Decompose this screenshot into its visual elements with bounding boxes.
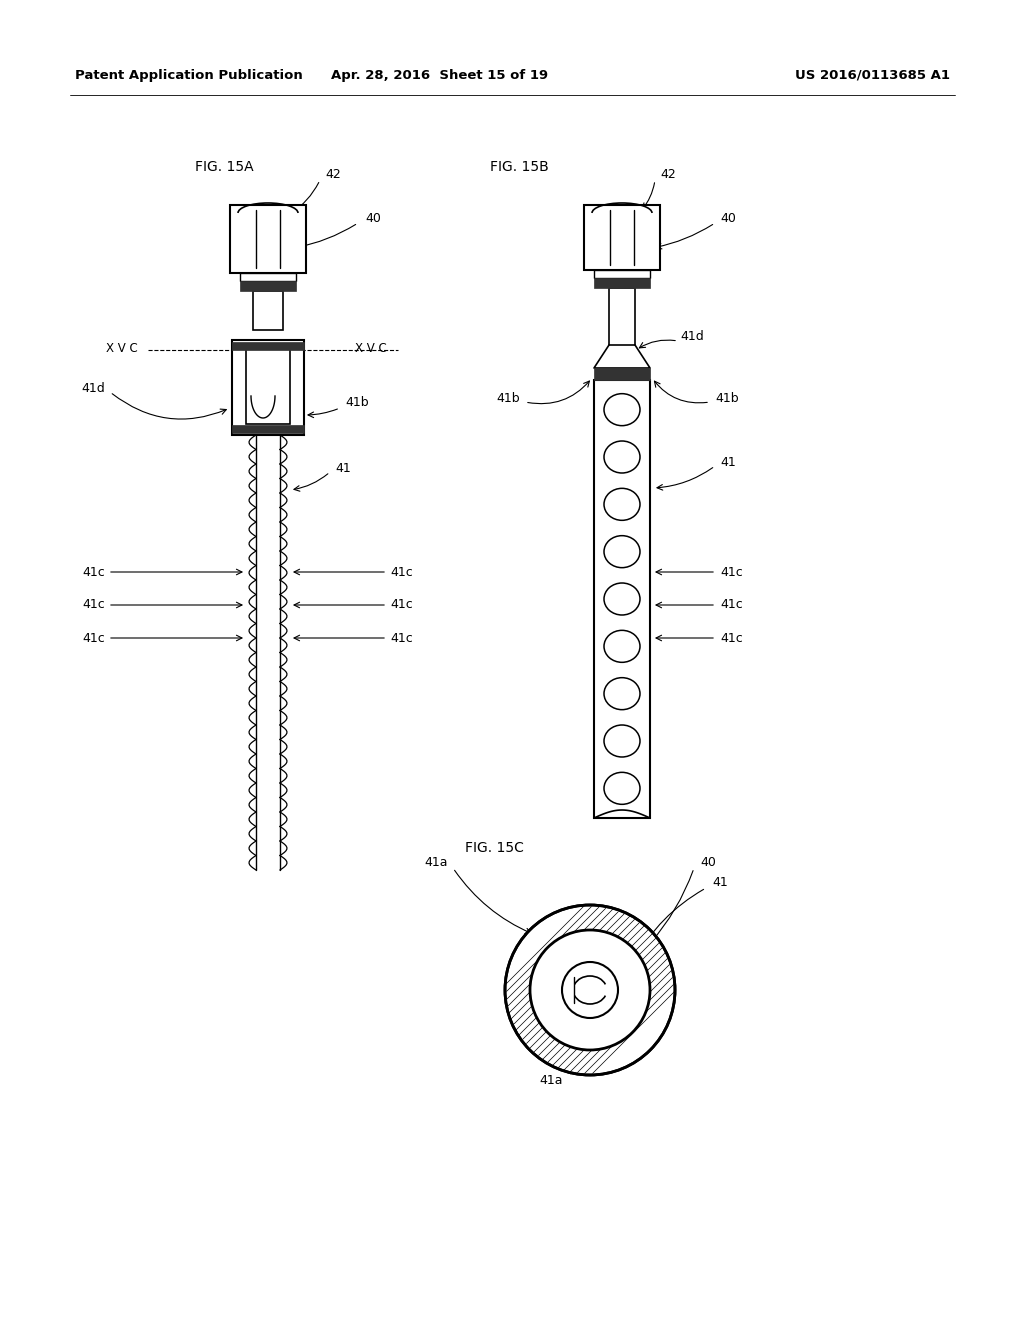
- Text: 41b: 41b: [345, 396, 369, 409]
- Circle shape: [530, 931, 650, 1049]
- Text: 41a: 41a: [425, 855, 449, 869]
- Text: 40: 40: [365, 211, 381, 224]
- Text: 41: 41: [720, 455, 736, 469]
- Text: 41a: 41a: [540, 1073, 563, 1086]
- Text: FIG. 15A: FIG. 15A: [195, 160, 254, 174]
- Bar: [232, 342, 304, 350]
- Text: 41: 41: [712, 875, 728, 888]
- Bar: [594, 279, 650, 288]
- Bar: [253, 290, 283, 330]
- Bar: [584, 205, 660, 271]
- Text: Apr. 28, 2016  Sheet 15 of 19: Apr. 28, 2016 Sheet 15 of 19: [332, 69, 549, 82]
- Text: FIG. 15C: FIG. 15C: [465, 841, 524, 855]
- Circle shape: [505, 906, 675, 1074]
- Text: 41: 41: [335, 462, 351, 474]
- Bar: [232, 425, 304, 433]
- Bar: [232, 341, 304, 436]
- Text: 41c: 41c: [720, 598, 742, 611]
- Text: 40: 40: [720, 211, 736, 224]
- Text: 40: 40: [700, 855, 716, 869]
- Text: 41d: 41d: [680, 330, 703, 343]
- Text: FIG. 15B: FIG. 15B: [490, 160, 549, 174]
- Bar: [240, 281, 296, 290]
- Bar: [594, 271, 650, 279]
- Text: 41c: 41c: [82, 598, 105, 611]
- Text: 41b: 41b: [497, 392, 520, 404]
- Text: 41c: 41c: [720, 631, 742, 644]
- Text: 41c: 41c: [390, 598, 413, 611]
- Text: 42: 42: [325, 169, 341, 181]
- Text: 41c: 41c: [390, 565, 413, 578]
- Circle shape: [562, 962, 618, 1018]
- Text: 42: 42: [660, 169, 676, 181]
- Text: 41b: 41b: [715, 392, 738, 404]
- Text: 41c: 41c: [390, 631, 413, 644]
- Text: 41c: 41c: [720, 565, 742, 578]
- Text: 41d: 41d: [81, 381, 105, 395]
- Bar: [230, 205, 306, 273]
- Bar: [246, 348, 290, 424]
- Text: X V C: X V C: [355, 342, 387, 355]
- Bar: [240, 273, 296, 281]
- Text: X V C: X V C: [106, 342, 138, 355]
- Bar: [594, 368, 650, 380]
- Text: 41c: 41c: [82, 565, 105, 578]
- Text: 41c: 41c: [82, 631, 105, 644]
- Text: Patent Application Publication: Patent Application Publication: [75, 69, 303, 82]
- Bar: [594, 380, 650, 818]
- Text: US 2016/0113685 A1: US 2016/0113685 A1: [795, 69, 950, 82]
- Bar: [609, 288, 635, 345]
